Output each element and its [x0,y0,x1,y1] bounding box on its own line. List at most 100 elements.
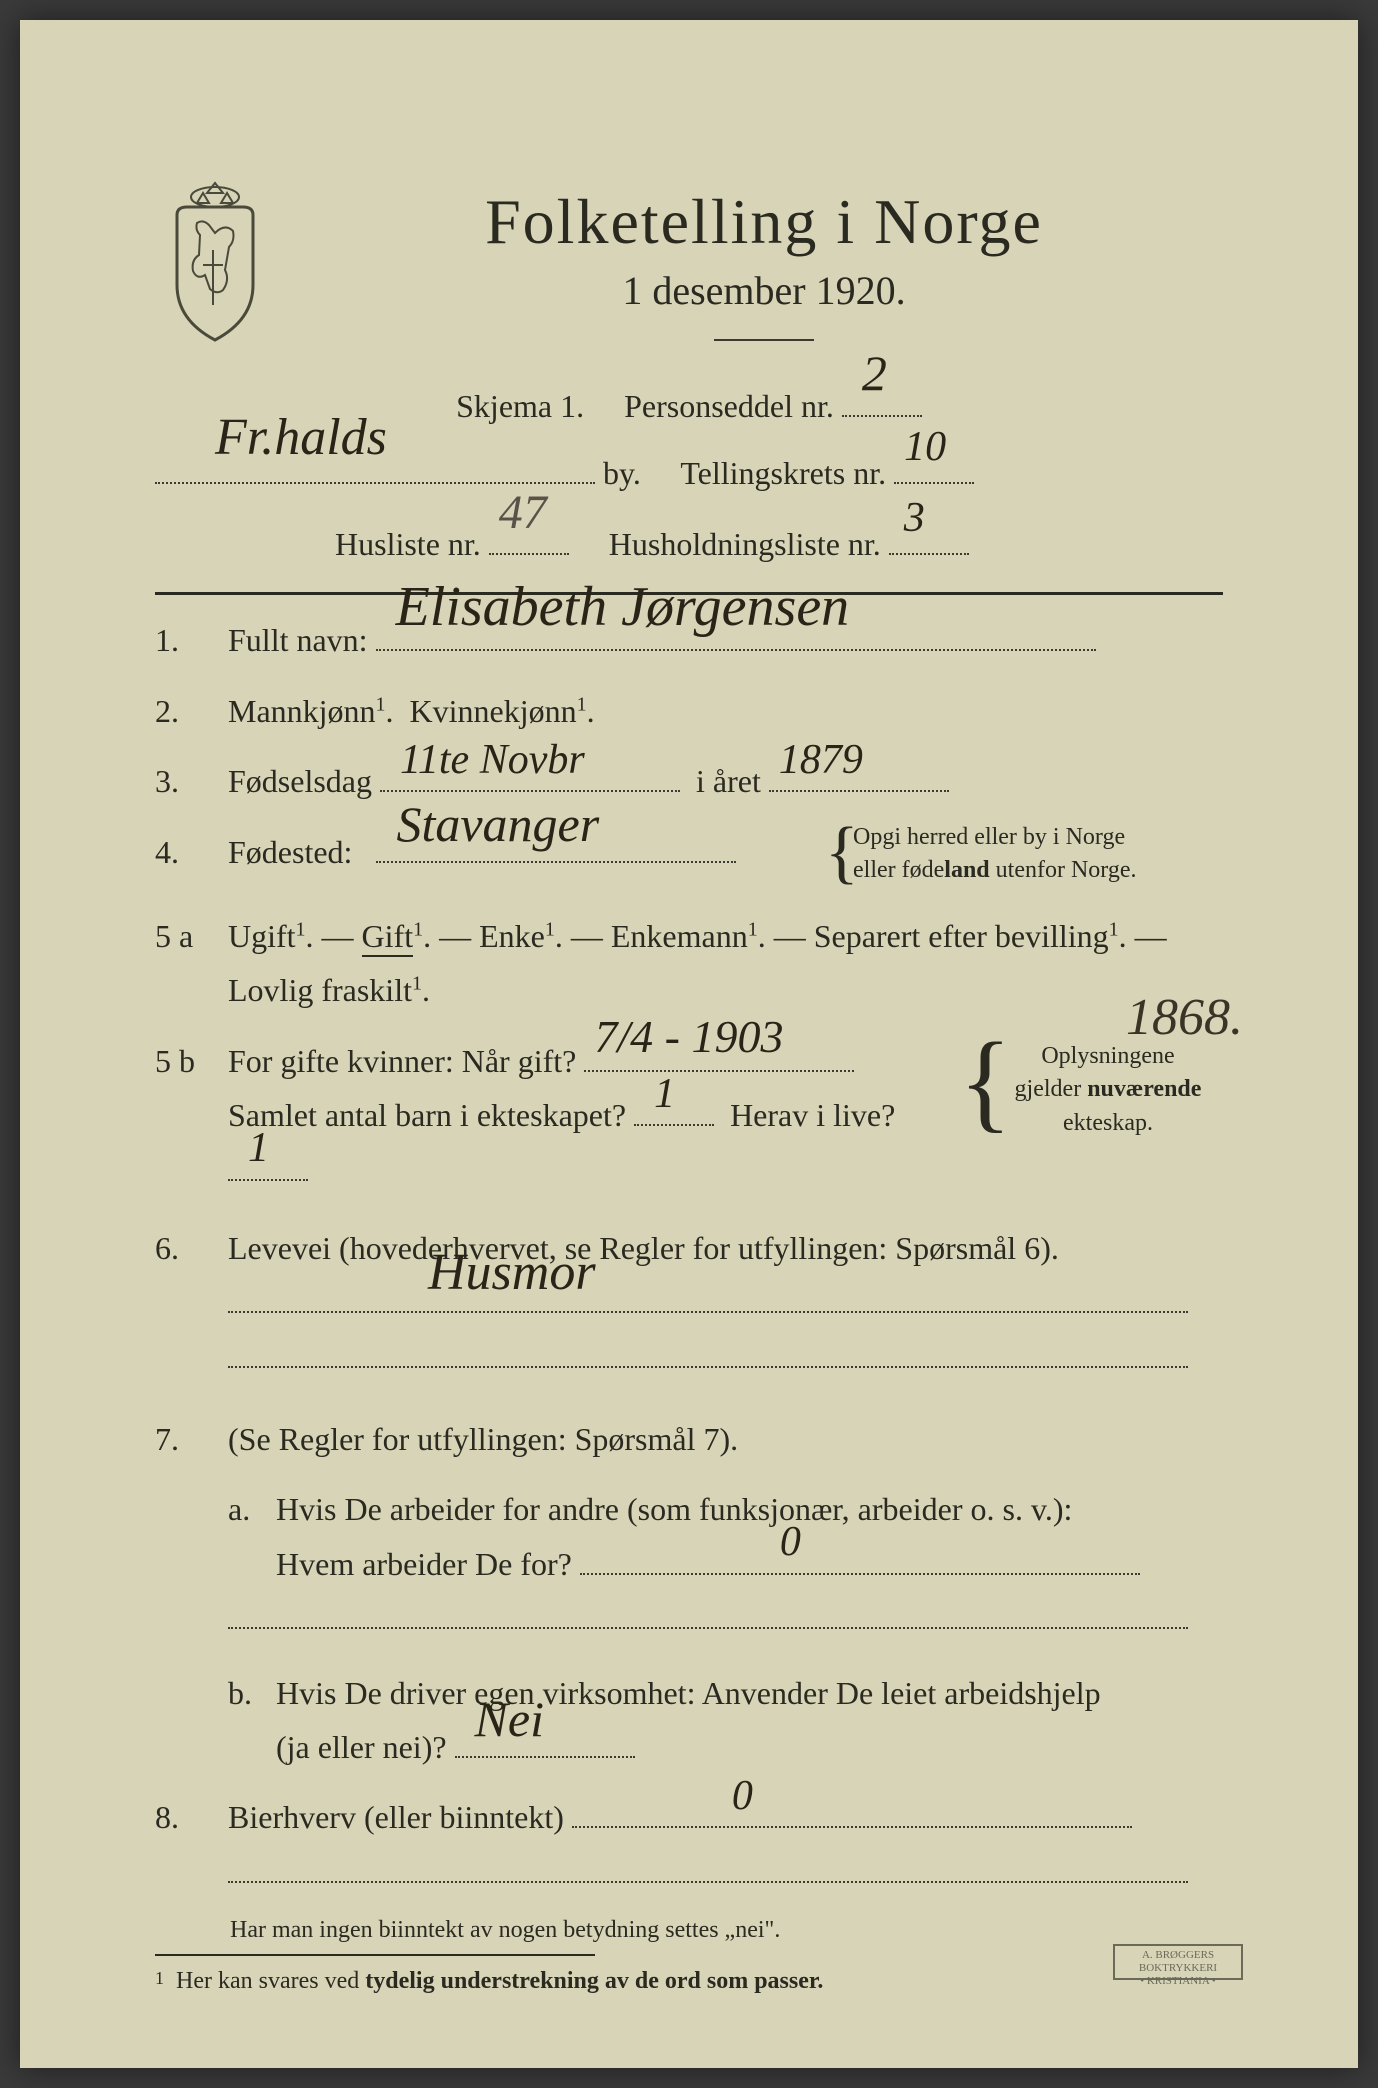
q7a-l1: Hvis De arbeider for andre (som funksjon… [276,1491,1072,1527]
q5b-side-note: { Oplysningene gjelder nuværende ekteska… [993,1040,1223,1141]
hushold-label: Husholdningsliste nr. [609,526,881,562]
brace-icon: { [825,821,859,884]
stamp-l1: A. BRØGGERS BOKTRYKKERI [1115,1949,1241,1975]
city-value: Fr.halds [215,389,387,488]
footnote-1-text: Har man ingen biinntekt av nogen betydni… [230,1917,780,1943]
q3-row: 3. Fødselsdag 11te Novbr i året 1879 [155,754,1223,808]
q4-note: { Opgi herred eller by i Norge eller fød… [853,821,1223,888]
q7a-value: 0 [780,1507,801,1578]
q8-num: 8. [155,1790,210,1844]
hushold-value: 3 [904,479,925,559]
q8-value: 0 [732,1761,753,1832]
q5b-side-l2b: nuværende [1087,1076,1201,1102]
footnote-1: Har man ingen biinntekt av nogen betydni… [155,1917,1223,1944]
q4-field: Stavanger [376,861,736,863]
q6-label: Levevei (hovederhvervet, se Regler for u… [228,1230,1059,1266]
q4-num: 4. [155,825,210,879]
q8-field-2 [228,1881,1188,1883]
q5a-opt2: Enke [479,918,545,954]
q2-mann: Mannkjønn [228,693,376,729]
footnote-2: 1 Her kan svares ved tydelig understrekn… [155,1968,1223,1995]
q3-sep: i året [696,763,761,799]
q5b-gift-field: 7/4 - 1903 [584,1070,854,1072]
husliste-value: 47 [499,467,547,558]
q6-num: 6. [155,1221,210,1275]
q7b-row: b. Hvis De driver egen virksomhet: Anven… [155,1666,1223,1775]
q3-label: Fødselsdag [228,763,372,799]
q5b-side-l2a: gjelder [1015,1076,1088,1102]
skjema-label-left: Skjema 1. [456,388,584,424]
q4-note-l2: eller føde [853,857,944,883]
footnote-2-pre: Her kan svares ved [176,1968,365,1994]
q4-note-l1: Opgi herred eller by i Norge [853,824,1125,850]
title-block: Folketelling i Norge 1 desember 1920. [305,175,1223,366]
q7b-l1: Hvis De driver egen virksomhet: Anvender… [276,1675,1101,1711]
q5b-barn-value: 1 [654,1059,675,1130]
q2-num: 2. [155,684,210,738]
q8-field: 0 [572,1826,1132,1828]
q1-row: 1. Fullt navn: Elisabeth Jørgensen [155,613,1223,667]
q8-row: 8. Bierhverv (eller biinntekt) 0 [155,1790,1223,1899]
q7b-num: b. [228,1666,268,1720]
q6-value: Husmor [428,1229,596,1317]
subtitle: 1 desember 1920. [305,267,1223,314]
q4-label: Fødested: [228,834,352,870]
content-area: Folketelling i Norge 1 desember 1920. Sk… [65,75,1313,2028]
q5b-label3: Herav i live? [730,1097,895,1133]
q7a-num: a. [228,1482,268,1536]
q5a-opt4: Separert efter bevilling [814,918,1109,954]
q7-num: 7. [155,1412,210,1466]
brace-icon-2: { [959,1032,1012,1131]
personseddel-value: 2 [862,326,887,421]
q6-field: Husmor [228,1311,1188,1313]
q3-num: 3. [155,754,210,808]
krets-label: Tellingskrets nr. [680,455,886,491]
q5a-opt1: Gift [362,918,414,957]
q3-year-field: 1879 [769,790,949,792]
header: Folketelling i Norge 1 desember 1920. [155,175,1223,366]
q5b-num: 5 b [155,1034,210,1088]
q6-field-2 [228,1366,1188,1368]
q4-value: Stavanger [396,782,599,867]
q7a-field: 0 [580,1573,1140,1575]
q7-row: 7. (Se Regler for utfyllingen: Spørsmål … [155,1412,1223,1466]
krets-value: 10 [904,408,946,488]
q1-field: Elisabeth Jørgensen [376,649,1096,651]
q2-kvinne: Kvinnekjønn [410,693,577,729]
title-divider [714,339,814,341]
q4-note-l2b: land [944,857,989,883]
q5a-line2: Lovlig fraskilt [228,972,412,1008]
q7b-field: Nei [455,1756,635,1758]
q5b-live-field: 1 [228,1179,308,1181]
q5b-row: 5 b 1868. For gifte kvinner: Når gift? 7… [155,1034,1223,1197]
q8-label: Bierhverv (eller biinntekt) [228,1799,564,1835]
q7b-l2: (ja eller nei)? [276,1729,447,1765]
coat-of-arms-icon [155,175,275,345]
footnote-2-num: 1 [155,1968,164,1988]
husliste-label: Husliste nr. [335,526,481,562]
q1-value: Elisabeth Jørgensen [396,560,850,655]
q5b-gift-value: 7/4 - 1903 [594,998,783,1076]
q5b-live-value: 1 [248,1113,269,1184]
husliste-field: 47 [489,553,569,555]
q5b-barn-field: 1 [634,1124,714,1126]
by-line: Fr.halds by. Tellingskrets nr. 10 [155,443,1223,504]
q7b-value: Nei [475,1677,544,1762]
q1-label: Fullt navn: [228,622,368,658]
footnote-divider [155,1954,595,1956]
q7a-field-2 [228,1627,1188,1629]
document-page: Folketelling i Norge 1 desember 1920. Sk… [20,20,1358,2068]
main-title: Folketelling i Norge [305,185,1223,259]
stamp-l2: • KRISTIANIA • [1115,1975,1241,1988]
printer-stamp: A. BRØGGERS BOKTRYKKERI • KRISTIANIA • [1113,1944,1243,1980]
q5b-side-l3: ekteskap. [1063,1110,1153,1136]
q5a-opt3: Enkemann [611,918,748,954]
q4-note-l2c: utenfor Norge. [990,857,1137,883]
q5a-opt0: Ugift [228,918,296,954]
q4-row: 4. Fødested: Stavanger { Opgi herred ell… [155,825,1223,879]
q6-row: 6. Levevei (hovederhvervet, se Regler fo… [155,1221,1223,1384]
q7a-row: a. Hvis De arbeider for andre (som funks… [155,1482,1223,1645]
q5b-side-l1: Oplysningene [1041,1043,1174,1069]
q1-num: 1. [155,613,210,667]
q7-label: (Se Regler for utfyllingen: Spørsmål 7). [228,1421,738,1457]
